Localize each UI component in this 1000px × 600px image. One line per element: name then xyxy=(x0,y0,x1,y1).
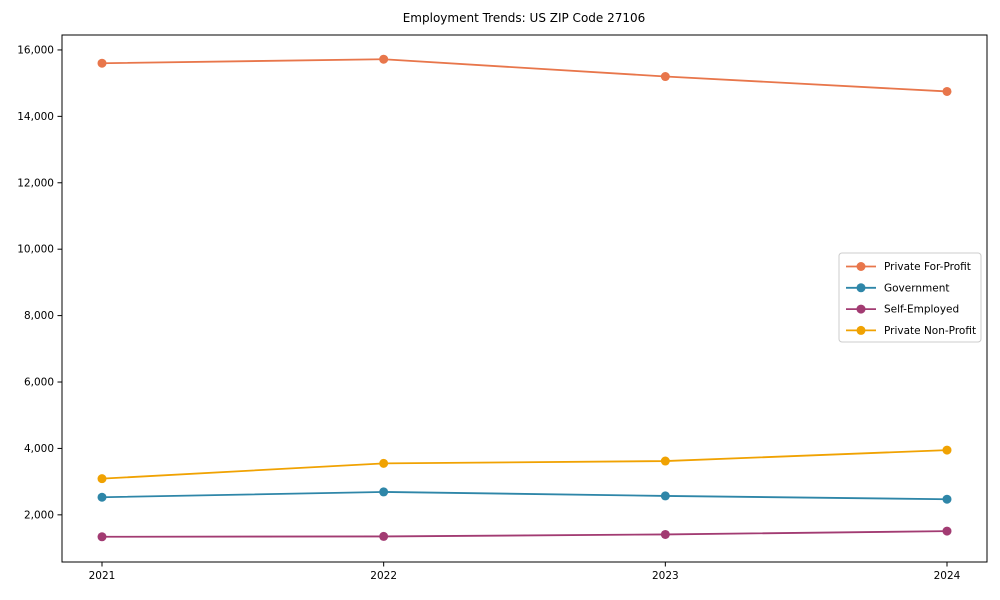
series-lines xyxy=(97,54,952,542)
legend: Private For-Profit Government Self-Employe… xyxy=(838,252,982,343)
y-axis: 2,000 4,000 6,000 8,000 10,000 12,000 14,000 16… xyxy=(17,44,62,521)
legend-label-private-non-profit: Private Non-Profit xyxy=(884,325,976,337)
data-point-government xyxy=(942,494,952,504)
y-tick-label: 12,000 xyxy=(17,177,54,189)
y-tick-label: 2,000 xyxy=(24,509,54,521)
data-point-private-for-profit xyxy=(379,54,389,64)
legend-marker-private-non-profit xyxy=(856,325,866,335)
data-point-government xyxy=(379,487,389,497)
y-tick-label: 8,000 xyxy=(24,310,54,322)
data-point-government xyxy=(660,491,670,501)
data-point-government xyxy=(97,492,107,502)
x-tick-label: 2023 xyxy=(652,570,679,582)
legend-label-self-employed: Self-Employed xyxy=(884,304,959,316)
data-point-private-for-profit xyxy=(97,58,107,68)
data-point-private-non-profit xyxy=(660,456,670,466)
x-tick-label: 2024 xyxy=(934,570,961,582)
series-government xyxy=(97,487,952,504)
x-axis: 2021 2022 2023 2024 xyxy=(89,562,961,582)
x-tick-label: 2021 xyxy=(89,570,116,582)
legend-marker-private-for-profit xyxy=(856,262,866,271)
legend-label-government: Government xyxy=(884,282,949,294)
series-line-self-employed xyxy=(101,530,948,538)
series-private-for-profit xyxy=(97,54,952,96)
y-tick-label: 16,000 xyxy=(17,44,54,56)
data-point-private-non-profit xyxy=(379,458,389,468)
legend-marker-government xyxy=(856,283,866,293)
data-point-private-for-profit xyxy=(942,86,952,96)
legend-label-private-for-profit: Private For-Profit xyxy=(884,261,971,273)
plot-area-border xyxy=(61,34,988,563)
y-tick-label: 4,000 xyxy=(24,443,54,455)
data-point-self-employed xyxy=(660,529,670,539)
data-point-self-employed xyxy=(379,531,389,541)
y-tick-label: 14,000 xyxy=(17,111,54,123)
data-point-private-non-profit xyxy=(97,474,107,484)
chart-title: Employment Trends: US ZIP Code 27106 xyxy=(403,11,646,25)
series-self-employed xyxy=(97,526,952,542)
series-line-private-for-profit xyxy=(101,58,948,93)
x-tick-label: 2022 xyxy=(370,570,397,582)
legend-box xyxy=(838,252,982,343)
y-tick-label: 10,000 xyxy=(17,244,54,256)
legend-marker-self-employed xyxy=(856,304,866,314)
data-point-private-non-profit xyxy=(942,445,952,455)
y-tick-label: 6,000 xyxy=(24,377,54,389)
data-point-private-for-profit xyxy=(660,72,670,82)
series-line-private-non-profit xyxy=(101,449,948,480)
data-point-self-employed xyxy=(97,532,107,542)
series-line-government xyxy=(101,491,948,501)
data-point-self-employed xyxy=(942,526,952,536)
series-private-non-profit xyxy=(97,445,952,484)
